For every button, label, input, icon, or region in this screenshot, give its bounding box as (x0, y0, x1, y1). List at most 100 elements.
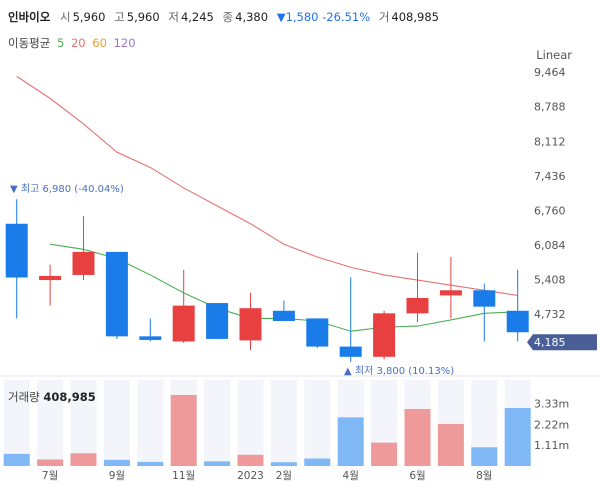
volume-bar (103, 459, 130, 466)
candle (139, 318, 162, 342)
close-label: 종 (222, 10, 234, 24)
candle-body (306, 318, 329, 347)
y-tick-label: 4,732 (534, 308, 566, 321)
volume-bg-column (3, 380, 30, 466)
volume-bg-column (270, 380, 297, 466)
volume-title: 거래량 (8, 390, 40, 404)
y-tick-label: 8,788 (534, 101, 566, 114)
scale-mode-toggle[interactable]: Linear (536, 48, 572, 62)
candle (5, 199, 28, 319)
candle-body (39, 275, 62, 281)
x-tick-label: 11월 (172, 470, 195, 482)
candle-body (172, 305, 195, 342)
candle (239, 292, 262, 351)
x-tick-label: 2월 (276, 470, 292, 482)
volume-bar (37, 459, 64, 466)
candle-body (272, 310, 295, 321)
ma-period-120: 120 (113, 36, 136, 50)
y-tick-label: 9,464 (534, 66, 566, 79)
volume-bar (337, 417, 364, 466)
candle-body (406, 297, 429, 314)
low-value: 4,245 (180, 10, 214, 24)
volume-bar (3, 453, 30, 466)
candle-body (339, 346, 362, 357)
volume-bg-column (37, 380, 64, 466)
ma-period-60: 60 (92, 36, 107, 50)
volume-bar (304, 458, 331, 466)
candle (72, 216, 95, 281)
high-label: 고 (114, 10, 125, 24)
candle (473, 283, 496, 342)
volume-bar (137, 461, 164, 466)
volume-bg-column (137, 380, 164, 466)
y-tick-label: 6,760 (534, 204, 566, 217)
low-label: 저 (168, 10, 179, 24)
candle (306, 318, 329, 349)
volume-bar (471, 447, 498, 466)
volume-tick-label: 1.11m (534, 439, 569, 452)
x-tick-label: 2023 (237, 470, 264, 482)
volume-bar (371, 442, 398, 466)
candle (339, 277, 362, 362)
candle (105, 251, 128, 339)
candle-body (72, 251, 95, 275)
volume-value: 408,985 (391, 10, 439, 24)
candle-body (5, 223, 28, 278)
moving-average-legend[interactable]: 이동평균 5 20 60 120 (8, 35, 136, 51)
y-tick-label: 5,408 (534, 274, 566, 287)
candle-body (439, 290, 462, 296)
volume-bar (70, 453, 97, 466)
volume-bg-column (237, 380, 264, 466)
candle (439, 257, 462, 319)
open-value: 5,960 (72, 10, 106, 24)
ma-period-20: 20 (70, 36, 86, 50)
high-value: 5,960 (126, 10, 160, 24)
candle (206, 303, 229, 339)
candle-body (139, 336, 162, 340)
volume-bg-column (70, 380, 97, 466)
candle-body (473, 290, 496, 307)
low-annotation: ▲ 최저 3,800 (10.13%) (344, 365, 454, 377)
volume-bg-column (204, 380, 231, 466)
stock-name: 인바이오 (8, 10, 51, 24)
high-annotation: ▼ 최고 6,980 (-40.04%) (10, 183, 124, 195)
volume-bar (170, 394, 197, 466)
candle (272, 300, 295, 321)
x-tick-label: 4월 (343, 470, 359, 482)
x-tick-label: 8월 (476, 470, 492, 482)
ma20-line (16, 75, 518, 296)
candle (373, 310, 396, 360)
current-price-label: 4,185 (534, 336, 566, 349)
candle (506, 269, 529, 342)
candle-body (373, 313, 396, 357)
volume-legend: 거래량 408,985 (8, 389, 96, 405)
y-tick-label: 6,084 (534, 239, 566, 252)
candle (406, 252, 429, 323)
stock-header: 인바이오 시 5,960 고 5,960 저 4,245 종 4,380 ▼1,580 … (8, 9, 444, 25)
x-tick-label: 7월 (42, 470, 58, 482)
volume-bar (270, 462, 297, 466)
current-price-tag (527, 334, 597, 351)
candle (39, 264, 62, 306)
candle (172, 269, 195, 343)
volume-bg-column (304, 380, 331, 466)
volume-bar (204, 461, 231, 466)
candle-body (206, 303, 229, 339)
volume-bg-column (103, 380, 130, 466)
volume-tick-label: 3.33m (534, 398, 569, 411)
candle-body (239, 308, 262, 341)
volume-bar (504, 408, 531, 466)
volume-bar (437, 423, 464, 466)
ma-legend-title: 이동평균 (8, 36, 51, 50)
close-value: 4,380 (235, 10, 269, 24)
y-tick-label: 8,112 (534, 135, 566, 148)
x-tick-label: 6월 (409, 470, 425, 482)
candle-body (105, 251, 128, 337)
price-change: ▼1,580 -26.51% (276, 10, 371, 24)
volume-bar (404, 408, 431, 466)
volume-short-label: 거 (378, 10, 390, 24)
volume-current: 408,985 (43, 390, 96, 404)
volume-bar (237, 454, 264, 466)
y-tick-label: 7,436 (534, 170, 566, 183)
